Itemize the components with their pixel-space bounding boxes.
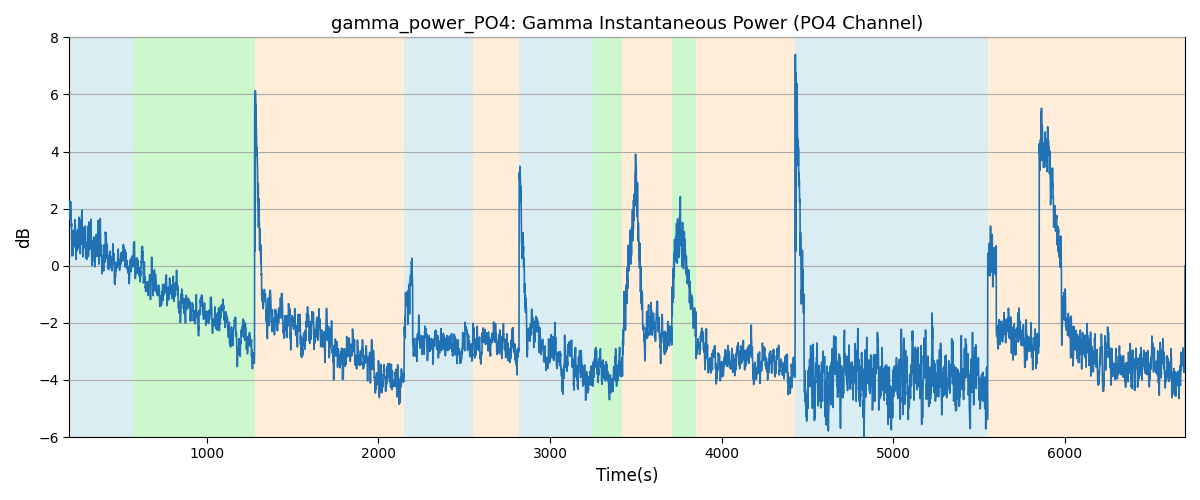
Bar [988, 38, 1039, 437]
Bar [796, 38, 988, 437]
Bar [133, 38, 254, 437]
Bar [622, 38, 672, 437]
Bar [70, 38, 133, 437]
Y-axis label: dB: dB [14, 226, 32, 248]
Bar [696, 38, 796, 437]
Bar [254, 38, 404, 437]
Bar [672, 38, 696, 437]
Bar [473, 38, 520, 437]
X-axis label: Time(s): Time(s) [596, 467, 659, 485]
Bar [520, 38, 593, 437]
Title: gamma_power_PO4: Gamma Instantaneous Power (PO4 Channel): gamma_power_PO4: Gamma Instantaneous Pow… [331, 15, 923, 34]
Bar [404, 38, 473, 437]
Bar [1039, 38, 1186, 437]
Bar [593, 38, 622, 437]
